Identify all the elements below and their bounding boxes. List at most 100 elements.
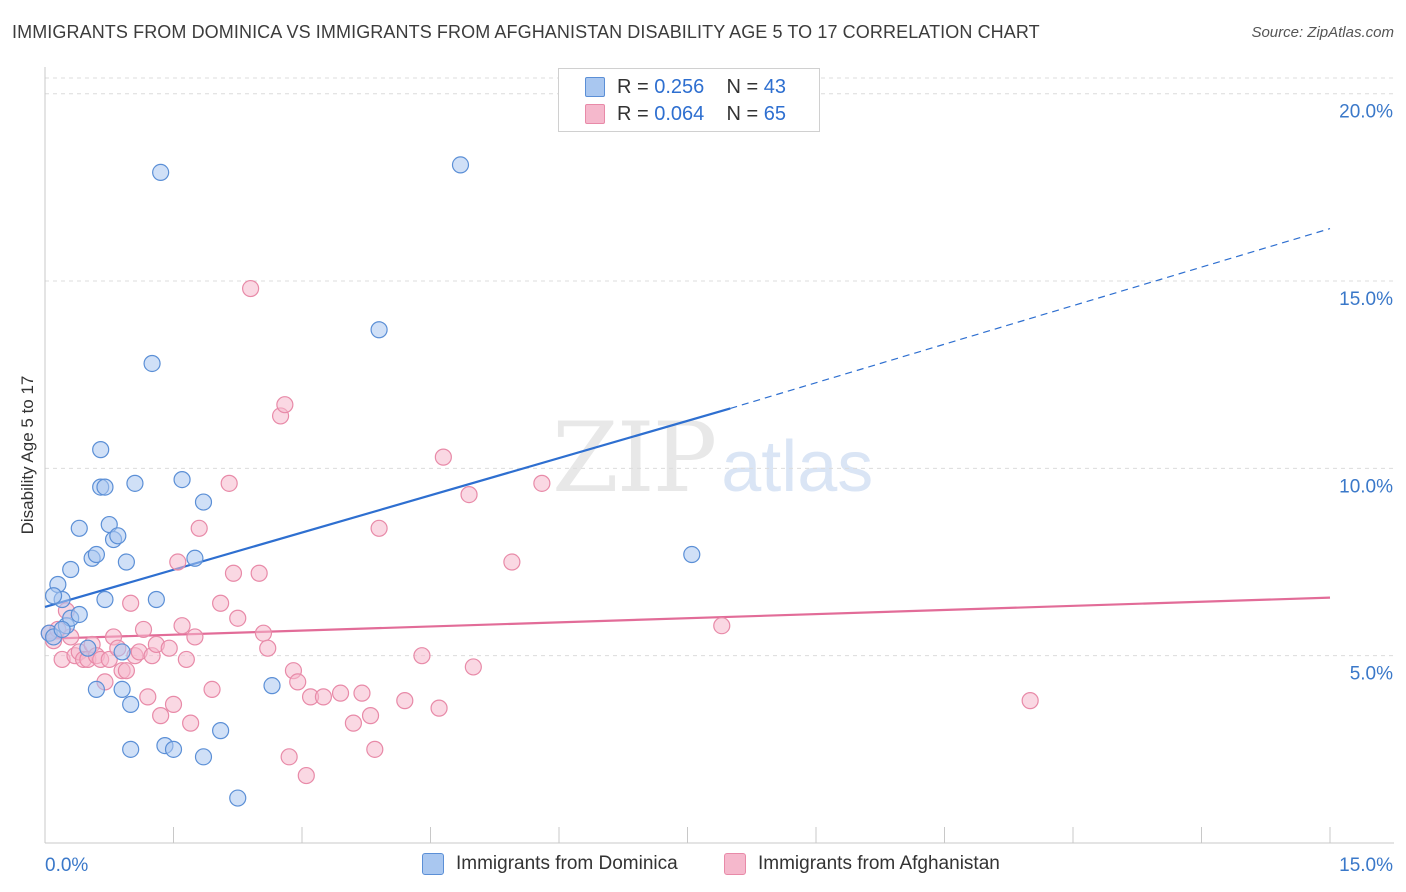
legend-row-afghanistan: R = 0.064 N = 65 <box>585 101 787 127</box>
x-tick-label: 0.0% <box>45 855 88 876</box>
afghanistan-point <box>361 707 380 725</box>
afghanistan-point <box>182 714 200 732</box>
dominica-point <box>92 441 110 459</box>
afghanistan-point <box>396 692 414 710</box>
dominica-point <box>229 789 247 807</box>
afghanistan-point <box>160 639 178 657</box>
dominica-point <box>79 639 97 657</box>
legend-r-label: R = <box>617 75 649 98</box>
dominica-point <box>194 493 213 511</box>
afghanistan-point <box>259 639 277 657</box>
afghanistan-point <box>503 553 521 571</box>
dominica-point <box>164 740 183 758</box>
legend-n-value: 43 <box>763 75 787 98</box>
afghanistan-point <box>430 699 448 717</box>
dominica-point <box>126 474 144 492</box>
afghanistan-point <box>366 740 384 758</box>
legend-n-label: N = <box>726 75 759 98</box>
afghanistan-point <box>173 617 191 635</box>
legend-swatch-afghanistan <box>585 104 605 124</box>
dominica-point <box>122 740 140 758</box>
dominica-trend-line <box>44 407 731 609</box>
afghanistan-point <box>229 609 247 627</box>
afghanistan-point <box>212 594 230 612</box>
series-legend-dominica: Immigrants from Dominica <box>422 850 678 878</box>
axes <box>44 67 1394 844</box>
afghanistan-point <box>190 519 208 537</box>
legend-r-value: 0.064 <box>654 102 705 125</box>
dominica-point <box>263 677 281 695</box>
dominica-point <box>122 695 140 713</box>
dominica-point <box>44 587 63 605</box>
dominica-point <box>451 156 470 174</box>
dominica-point <box>62 560 80 579</box>
correlation-legend: R = 0.256 N = 43 R = 0.064 N = 65 <box>558 68 820 132</box>
afghanistan-point <box>122 594 140 612</box>
afghanistan-point <box>713 617 731 635</box>
legend-n-value: 65 <box>763 102 787 125</box>
y-tick-label: 15.0% <box>1339 289 1393 310</box>
grid-lines <box>45 77 1394 657</box>
afghanistan-point <box>276 396 294 414</box>
dominica-point <box>113 680 131 699</box>
dominica-point <box>70 519 88 537</box>
dominica-point <box>87 545 106 564</box>
afghanistan-point <box>353 684 371 702</box>
dominica-point <box>147 590 165 609</box>
afghanistan-point <box>434 448 452 466</box>
dominica-point <box>87 680 106 699</box>
afghanistan-point <box>460 485 478 504</box>
afghanistan-point <box>280 748 298 766</box>
dominica-point <box>152 163 170 182</box>
dominica-point <box>683 545 701 564</box>
afghanistan-point <box>169 553 187 571</box>
y-tick-label: 20.0% <box>1339 102 1393 123</box>
legend-swatch-dominica <box>422 853 444 875</box>
source-label: Source: ZipAtlas.com <box>1251 24 1394 41</box>
series-name-dominica: Immigrants from Dominica <box>456 853 678 874</box>
dominica-point <box>143 354 161 373</box>
dominica-point <box>113 643 131 661</box>
afghanistan-point <box>370 519 388 537</box>
afghanistan-point <box>464 658 482 676</box>
dominica-point <box>109 527 127 545</box>
afghanistan-point <box>164 695 183 713</box>
x-tick-label: 15.0% <box>1339 855 1393 876</box>
watermark-atlas: atlas <box>721 427 874 507</box>
afghanistan-point <box>186 628 204 646</box>
afghanistan-point <box>152 707 170 725</box>
afghanistan-point <box>177 650 195 669</box>
afghanistan-point <box>224 564 243 582</box>
y-tick-label: 5.0% <box>1350 664 1393 685</box>
dominica-point <box>194 748 213 766</box>
series-legend-afghanistan: Immigrants from Afghanistan <box>724 850 1000 878</box>
dominica-point <box>96 590 114 609</box>
afghanistan-point <box>220 474 238 492</box>
dominica-point <box>212 722 230 740</box>
dominica-point <box>70 605 88 624</box>
dominica-trend-extension <box>730 228 1331 409</box>
afghanistan-point <box>314 688 333 706</box>
legend-r-label: R = <box>617 102 649 125</box>
series-name-afghanistan: Immigrants from Afghanistan <box>758 853 1000 874</box>
afghanistan-point <box>297 766 315 785</box>
dominica-point <box>173 471 191 489</box>
legend-swatch-afghanistan <box>724 853 746 875</box>
afghanistan-point <box>134 620 153 639</box>
chart-title: IMMIGRANTS FROM DOMINICA VS IMMIGRANTS F… <box>12 22 1040 42</box>
afghanistan-point <box>331 684 350 702</box>
dominica-point <box>53 620 71 639</box>
legend-r-value: 0.256 <box>654 75 705 98</box>
afghanistan-point <box>242 279 260 298</box>
afghanistan-point <box>413 647 431 665</box>
dominica-point <box>370 321 388 339</box>
data-points <box>40 156 1039 807</box>
dominica-point <box>96 478 114 496</box>
dominica-point <box>186 549 204 567</box>
dominica-point <box>117 553 135 571</box>
afghanistan-point <box>1021 692 1039 710</box>
afghanistan-point <box>533 474 551 492</box>
afghanistan-point <box>289 673 307 691</box>
legend-swatch-dominica <box>585 77 605 97</box>
